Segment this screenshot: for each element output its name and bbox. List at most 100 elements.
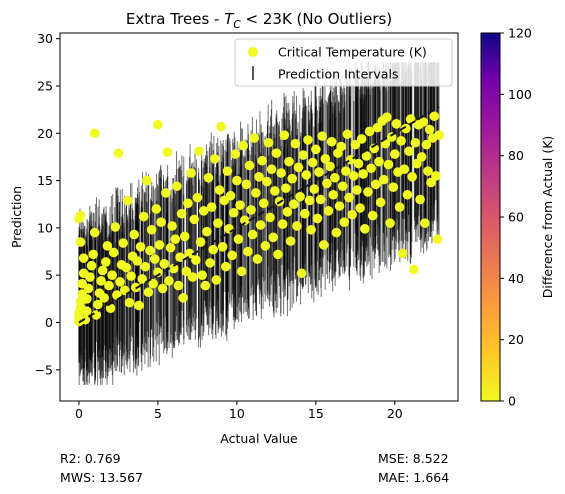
data-point	[188, 272, 198, 282]
colorbar-tick-label: 40	[508, 271, 524, 286]
colorbar: 0 20 40 60 80 100 120 Difference from Actual (…	[481, 26, 555, 409]
data-point	[368, 211, 378, 221]
data-point	[300, 209, 310, 219]
y-tick-label: 5	[45, 268, 53, 283]
data-point	[294, 163, 304, 173]
data-point	[295, 192, 305, 202]
data-point	[267, 164, 277, 174]
data-point	[99, 293, 109, 303]
legend-intervals-label: Prediction Intervals	[278, 67, 398, 82]
data-point	[245, 161, 255, 171]
data-point	[229, 208, 239, 218]
data-point	[385, 218, 395, 228]
data-point	[434, 130, 444, 140]
data-point	[336, 142, 346, 152]
data-point	[425, 125, 435, 135]
data-point	[338, 181, 348, 191]
mse-stat: MSE: 8.522	[378, 451, 449, 466]
data-point	[390, 149, 400, 159]
data-point	[207, 202, 217, 212]
data-point	[186, 168, 196, 178]
x-tick-label: 10	[229, 406, 245, 421]
data-point	[216, 122, 226, 132]
data-point	[313, 214, 323, 224]
data-point	[115, 277, 125, 287]
data-point	[355, 203, 365, 213]
colorbar-tick-label: 60	[508, 210, 524, 225]
data-point	[264, 138, 274, 148]
data-point	[276, 168, 286, 178]
data-point	[201, 281, 211, 291]
data-point	[189, 215, 199, 225]
data-point	[357, 134, 367, 144]
data-point	[218, 242, 228, 252]
data-point	[256, 220, 266, 230]
data-point	[404, 146, 414, 156]
data-point	[235, 200, 245, 210]
data-point	[265, 213, 275, 223]
x-axis-ticks: 0 5 10 15 20	[75, 401, 403, 421]
data-point	[317, 131, 327, 141]
data-point	[281, 183, 291, 193]
data-point	[194, 146, 204, 156]
data-point	[139, 212, 149, 222]
data-point	[332, 228, 342, 238]
colorbar-tick-label: 20	[508, 332, 524, 347]
data-point	[363, 187, 373, 197]
data-point	[213, 218, 223, 228]
data-point	[237, 267, 247, 277]
data-point	[90, 228, 100, 238]
data-point	[142, 176, 152, 186]
data-point	[415, 195, 425, 205]
data-point	[183, 198, 193, 208]
data-point	[291, 139, 301, 149]
colorbar-gradient	[481, 33, 500, 401]
x-axis-label: Actual Value	[220, 431, 298, 446]
data-point	[243, 247, 253, 257]
data-point	[409, 265, 419, 275]
data-point	[166, 243, 176, 253]
data-point	[140, 262, 150, 272]
data-point	[283, 207, 293, 217]
data-point	[316, 195, 326, 205]
data-point	[314, 167, 324, 177]
data-point	[253, 254, 263, 264]
data-point	[193, 193, 203, 203]
data-point	[98, 266, 108, 276]
data-point	[224, 224, 234, 234]
data-point	[134, 301, 144, 311]
data-point	[433, 234, 443, 244]
data-point	[107, 270, 117, 280]
data-point	[284, 157, 294, 167]
data-point	[335, 201, 345, 211]
data-point	[178, 293, 188, 303]
data-point	[311, 145, 321, 155]
data-point	[374, 157, 384, 167]
data-point	[204, 173, 214, 183]
data-point	[330, 173, 340, 183]
data-point	[417, 152, 427, 162]
data-point	[430, 111, 440, 121]
y-axis-ticks: −5051015202530	[35, 31, 60, 377]
data-point	[88, 250, 98, 260]
data-point	[407, 172, 417, 182]
data-point	[153, 120, 163, 130]
data-point	[272, 148, 282, 158]
legend-point-marker	[248, 47, 258, 57]
y-tick-label: 10	[37, 220, 53, 235]
data-point	[208, 245, 218, 255]
data-point	[273, 250, 283, 260]
data-point	[376, 198, 386, 208]
data-point	[384, 160, 394, 170]
colorbar-tick-label: 80	[508, 148, 524, 163]
chart-title: Extra Trees - TC < 23K (No Outliers)	[126, 10, 392, 31]
y-tick-label: −5	[35, 362, 53, 377]
data-point	[398, 249, 408, 259]
data-point	[328, 190, 338, 200]
colorbar-tick-label: 120	[508, 26, 532, 41]
data-point	[411, 138, 421, 148]
data-point	[431, 171, 441, 181]
data-point	[347, 210, 357, 220]
data-point	[309, 184, 319, 194]
